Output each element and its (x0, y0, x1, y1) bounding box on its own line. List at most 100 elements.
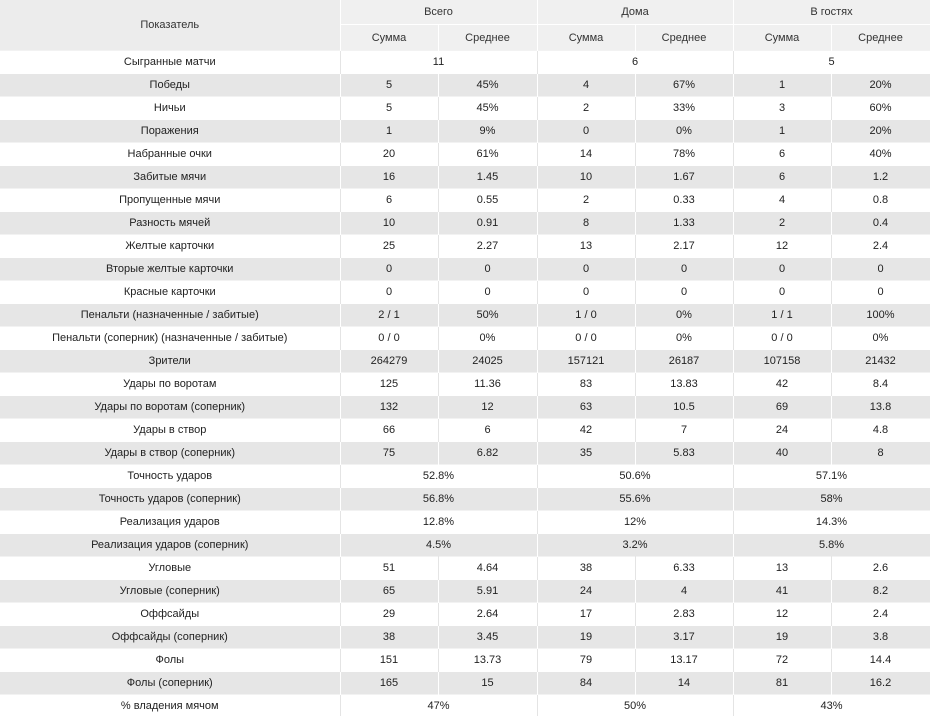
away-sum: 6 (733, 166, 831, 189)
row-label: Угловые (соперник) (0, 580, 340, 603)
total-average: 0.55 (438, 189, 537, 212)
total-sum: 16 (340, 166, 438, 189)
total-average: 45% (438, 74, 537, 97)
home-average: 0% (635, 304, 733, 327)
home-sum: 1 / 0 (537, 304, 635, 327)
total-average: 15 (438, 672, 537, 695)
total-sum: 125 (340, 373, 438, 396)
home-value: 50.6% (537, 465, 733, 488)
row-label: Пропущенные мячи (0, 189, 340, 212)
home-value: 12% (537, 511, 733, 534)
home-average: 0% (635, 120, 733, 143)
away-average: 2.4 (831, 235, 930, 258)
away-sum: 24 (733, 419, 831, 442)
row-label: Фолы (0, 649, 340, 672)
column-group-total: Всего (340, 0, 537, 25)
total-average: 2.27 (438, 235, 537, 258)
total-average: 2.64 (438, 603, 537, 626)
total-average: 61% (438, 143, 537, 166)
home-average: 14 (635, 672, 733, 695)
total-value: 4.5% (340, 534, 537, 557)
home-sum: 38 (537, 557, 635, 580)
home-average: 10.5 (635, 396, 733, 419)
home-average: 2.83 (635, 603, 733, 626)
away-sum: 4 (733, 189, 831, 212)
home-sum: 0 (537, 120, 635, 143)
home-sum: 24 (537, 580, 635, 603)
column-header-sum: Сумма (340, 25, 438, 51)
home-sum: 0 / 0 (537, 327, 635, 350)
home-average: 78% (635, 143, 733, 166)
row-label: Набранные очки (0, 143, 340, 166)
column-header-average: Среднее (438, 25, 537, 51)
row-label: Точность ударов (0, 465, 340, 488)
away-sum: 107158 (733, 350, 831, 373)
home-sum: 83 (537, 373, 635, 396)
total-average: 0% (438, 327, 537, 350)
home-average: 6.33 (635, 557, 733, 580)
row-label: Поражения (0, 120, 340, 143)
home-value: 3.2% (537, 534, 733, 557)
away-sum: 2 (733, 212, 831, 235)
total-sum: 51 (340, 557, 438, 580)
away-value: 5 (733, 51, 930, 74)
home-sum: 2 (537, 97, 635, 120)
total-sum: 0 (340, 281, 438, 304)
total-sum: 25 (340, 235, 438, 258)
home-average: 0 (635, 281, 733, 304)
column-header-average: Среднее (635, 25, 733, 51)
away-sum: 42 (733, 373, 831, 396)
home-average: 3.17 (635, 626, 733, 649)
row-label: Реализация ударов (соперник) (0, 534, 340, 557)
away-average: 8.4 (831, 373, 930, 396)
column-group-away: В гостях (733, 0, 930, 25)
total-average: 6.82 (438, 442, 537, 465)
row-label: Удары по воротам (соперник) (0, 396, 340, 419)
home-sum: 8 (537, 212, 635, 235)
column-header-sum: Сумма (733, 25, 831, 51)
total-sum: 6 (340, 189, 438, 212)
away-average: 0 (831, 281, 930, 304)
row-label: Удары по воротам (0, 373, 340, 396)
home-average: 0 (635, 258, 733, 281)
away-sum: 69 (733, 396, 831, 419)
away-average: 4.8 (831, 419, 930, 442)
away-average: 14.4 (831, 649, 930, 672)
table-header: Показатель Всего Дома В гостях Сумма Сре… (0, 0, 930, 51)
row-label: Сыгранные матчи (0, 51, 340, 74)
total-value: 56.8% (340, 488, 537, 511)
total-sum: 264279 (340, 350, 438, 373)
total-sum: 132 (340, 396, 438, 419)
row-label: Удары в створ (соперник) (0, 442, 340, 465)
home-average: 26187 (635, 350, 733, 373)
column-header-indicator: Показатель (0, 0, 340, 51)
away-sum: 0 / 0 (733, 327, 831, 350)
home-sum: 84 (537, 672, 635, 695)
total-sum: 1 (340, 120, 438, 143)
away-sum: 3 (733, 97, 831, 120)
away-average: 3.8 (831, 626, 930, 649)
away-value: 43% (733, 695, 930, 716)
away-value: 57.1% (733, 465, 930, 488)
row-label: Оффсайды (0, 603, 340, 626)
total-value: 11 (340, 51, 537, 74)
home-average: 7 (635, 419, 733, 442)
home-sum: 42 (537, 419, 635, 442)
total-sum: 29 (340, 603, 438, 626)
away-sum: 0 (733, 258, 831, 281)
row-label: Реализация ударов (0, 511, 340, 534)
away-average: 20% (831, 74, 930, 97)
